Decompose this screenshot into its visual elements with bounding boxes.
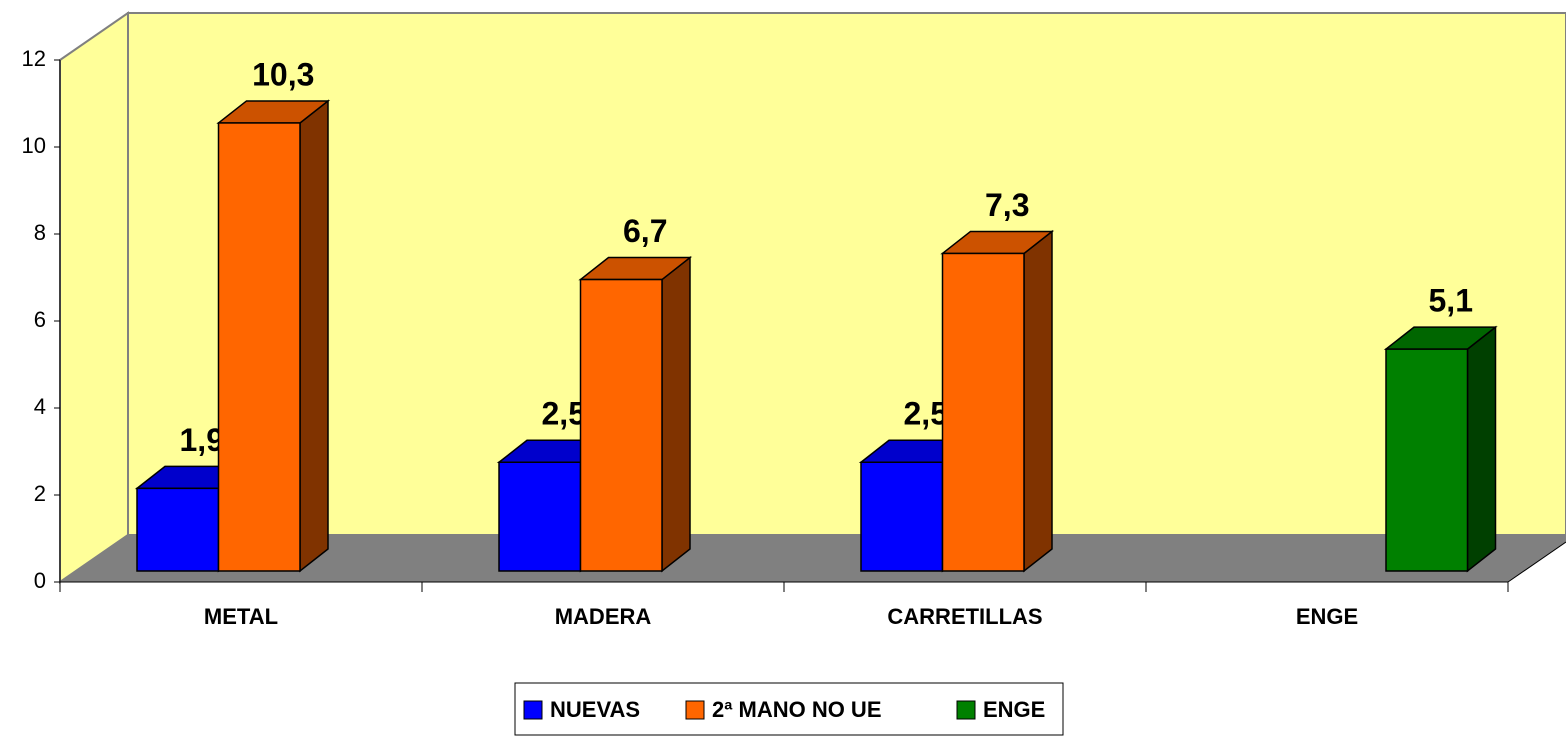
x-tick-label: ENGE <box>1296 604 1358 629</box>
bar <box>860 461 944 572</box>
floor <box>60 535 1566 582</box>
y-tick-label: 10 <box>22 133 46 158</box>
x-tick-label: CARRETILLAS <box>887 604 1042 629</box>
legend-swatch <box>956 700 976 720</box>
bar-side <box>1466 325 1497 573</box>
bar <box>1385 348 1469 572</box>
legend-label: NUEVAS <box>550 697 640 722</box>
bar <box>941 252 1025 572</box>
value-label: 2,5 <box>904 396 948 432</box>
y-tick-label: 4 <box>34 394 46 419</box>
x-tick-label: MADERA <box>555 604 652 629</box>
bar-side <box>661 256 691 573</box>
bar <box>579 278 663 572</box>
value-label: 6,7 <box>623 213 667 249</box>
side-wall <box>59 11 129 584</box>
bar-3d <box>940 229 1055 573</box>
value-label: 7,3 <box>985 187 1029 223</box>
floor-edge <box>1507 541 1566 583</box>
y-tick-label: 8 <box>34 220 46 245</box>
bar-side <box>299 99 329 573</box>
x-tick-label: METAL <box>204 604 278 629</box>
value-label: 1,9 <box>180 422 224 458</box>
legend-swatch <box>523 700 543 720</box>
y-tick-label: 2 <box>34 481 46 506</box>
legend-swatch <box>685 700 705 720</box>
y-tick-label: 0 <box>34 568 46 593</box>
bar-side <box>1023 229 1053 573</box>
value-label: 10,3 <box>252 56 314 92</box>
bar-3d <box>578 256 693 573</box>
bar-3d <box>216 99 331 573</box>
y-tick-label: 6 <box>34 307 46 332</box>
value-label: 2,5 <box>542 396 586 432</box>
legend-label: 2ª MANO NO UE <box>712 697 882 722</box>
legend-label: ENGE <box>983 697 1045 722</box>
back-wall <box>127 12 1566 536</box>
bar-3d <box>1383 325 1498 573</box>
bar <box>136 487 220 572</box>
bar <box>217 122 301 572</box>
y-tick-label: 12 <box>22 46 46 71</box>
value-label: 5,1 <box>1429 283 1473 319</box>
bar <box>498 461 582 572</box>
